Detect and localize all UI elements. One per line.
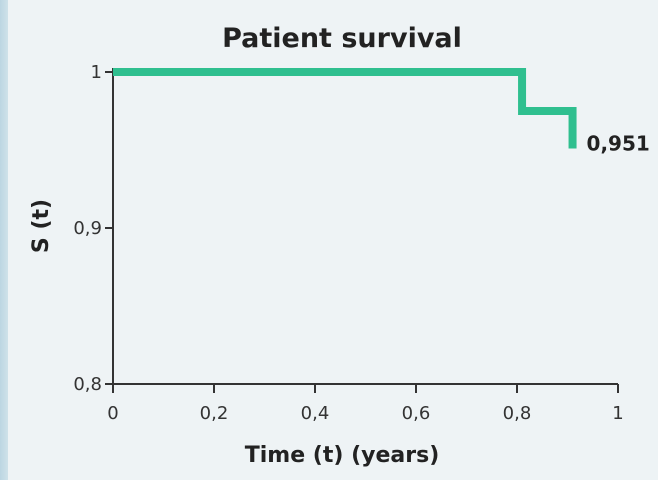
y-axis-title: S (t) (29, 199, 54, 253)
chart-title: Patient survival (222, 23, 462, 54)
y-tick-label: 0,8 (73, 374, 102, 395)
x-tick-label: 1 (612, 403, 623, 424)
annotation-layer: 0,951 (587, 131, 650, 155)
x-tick-label: 0,2 (200, 403, 229, 424)
y-tick-label: 1 (91, 62, 102, 83)
y-axis-ticks: 0,8 0,9 1 (73, 62, 113, 395)
x-axis-title: Time (t) (years) (245, 443, 440, 468)
x-tick-label: 0,4 (301, 403, 330, 424)
series-layer (113, 68, 577, 149)
survival-curve (113, 68, 577, 149)
x-tick-label: 0,8 (503, 403, 532, 424)
x-axis-ticks: 0 0,2 0,4 0,6 0,8 1 (107, 384, 624, 424)
x-tick-label: 0 (107, 403, 118, 424)
chart-panel (8, 0, 650, 480)
y-tick-label: 0,9 (73, 218, 102, 239)
x-tick-label: 0,6 (402, 403, 431, 424)
end-value-label: 0,951 (587, 131, 650, 155)
